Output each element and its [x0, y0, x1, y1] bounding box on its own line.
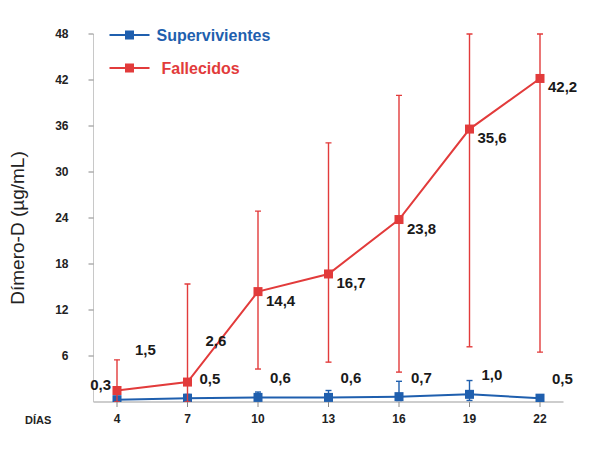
- data-label: 2,6: [206, 332, 227, 349]
- error-cap: [396, 95, 402, 96]
- legend-marker: [125, 64, 134, 73]
- y-tick-label: 18: [55, 257, 69, 271]
- error-cap: [467, 400, 473, 401]
- y-tick: [89, 264, 94, 265]
- data-point: [395, 392, 404, 401]
- plot-area: [113, 34, 545, 402]
- data-label: 16,7: [337, 274, 366, 291]
- error-cap: [326, 142, 332, 143]
- error-cap: [114, 401, 120, 402]
- legend-marker: [125, 31, 134, 40]
- error-bar: [467, 34, 473, 347]
- data-label: 1,0: [482, 366, 503, 383]
- y-tick: [89, 218, 94, 219]
- y-tick-label: 6: [62, 349, 69, 363]
- y-tick-label: 12: [55, 303, 69, 317]
- data-label: 0,7: [411, 369, 432, 386]
- chart: 6 12 18 24 30 36 42 48 4 7 10 13 16 19 22 DÍAS Dímero-D …: [0, 0, 604, 449]
- error-cap: [185, 401, 191, 402]
- x-tick: [328, 402, 329, 407]
- data-point: [536, 394, 545, 402]
- error-whisker: [398, 95, 399, 372]
- y-tick: [89, 34, 94, 35]
- x-tick-label: 13: [322, 412, 336, 426]
- y-tick-label: 36: [55, 119, 69, 133]
- x-axis-label: DÍAS: [25, 414, 51, 426]
- x-tick-label: 7: [184, 412, 191, 426]
- data-label: 0,5: [552, 370, 573, 387]
- data-point: [324, 269, 333, 278]
- data-point: [254, 393, 263, 402]
- data-label: 0,5: [200, 370, 221, 387]
- data-label: 1,5: [135, 341, 156, 358]
- error-cap: [396, 371, 402, 372]
- x-tick: [469, 402, 470, 407]
- data-point: [536, 74, 545, 83]
- y-tick: [89, 356, 94, 357]
- data-label: 0,3: [90, 376, 111, 393]
- data-point: [324, 393, 333, 402]
- data-label: 35,6: [478, 129, 507, 146]
- error-cap: [467, 380, 473, 381]
- y-tick: [89, 310, 94, 311]
- error-cap: [185, 283, 191, 284]
- data-label: 42,2: [548, 78, 577, 95]
- y-tick: [89, 80, 94, 81]
- x-tick-label: 22: [533, 412, 547, 426]
- error-bar: [396, 95, 402, 372]
- legend-item: Fallecidos: [110, 60, 240, 77]
- y-tick: [89, 172, 94, 173]
- y-tick-label: 30: [55, 165, 69, 179]
- data-point: [395, 215, 404, 224]
- x-tick: [399, 402, 400, 407]
- error-cap: [467, 346, 473, 347]
- error-cap: [114, 401, 120, 402]
- error-bar: [326, 143, 332, 362]
- data-label: 0,6: [270, 369, 291, 386]
- data-point: [113, 386, 122, 395]
- data-label: 14,4: [266, 292, 296, 309]
- error-cap: [255, 210, 261, 211]
- y-tick: [89, 126, 94, 127]
- error-whisker: [116, 360, 117, 402]
- data-label: 0,6: [341, 369, 362, 386]
- series-line: [117, 78, 540, 390]
- x-tick-label: 4: [114, 412, 121, 426]
- legend-label: Supervivientes: [157, 27, 271, 44]
- x-tick: [540, 402, 541, 407]
- error-whisker: [469, 34, 470, 347]
- x-tick: [117, 402, 118, 407]
- data-point: [465, 390, 474, 399]
- y-tick-label: 24: [55, 211, 69, 225]
- x-tick: [258, 402, 259, 407]
- legend-item: Supervivientes: [110, 27, 271, 44]
- error-cap: [467, 33, 473, 34]
- data-labels: 0,3 0,5 0,6 0,6 0,7 1,0 0,5 1,5 2,6 14,4 16,7 23,8 3…: [90, 78, 577, 392]
- y-axis-label: Dímero-D (µg/mL): [7, 151, 28, 304]
- y-tick-label: 48: [55, 27, 69, 41]
- error-cap: [326, 390, 332, 391]
- x-tick-label: 10: [251, 412, 265, 426]
- error-cap: [326, 361, 332, 362]
- error-cap: [255, 391, 261, 392]
- error-cap: [537, 351, 543, 352]
- legend-label: Fallecidos: [162, 60, 240, 77]
- x-tick: [187, 402, 188, 407]
- error-cap: [114, 359, 120, 360]
- data-point: [183, 378, 192, 387]
- x-tick-label: 19: [463, 412, 477, 426]
- error-whisker: [328, 143, 329, 362]
- data-point: [254, 287, 263, 296]
- y-tick-label: 42: [55, 73, 69, 87]
- error-bar: [114, 360, 120, 402]
- error-cap: [396, 381, 402, 382]
- legend: Supervivientes Fallecidos: [110, 27, 271, 77]
- x-tick-label: 16: [392, 412, 406, 426]
- error-cap: [537, 33, 543, 34]
- data-point: [465, 125, 474, 134]
- data-label: 23,8: [407, 220, 436, 237]
- error-cap: [255, 368, 261, 369]
